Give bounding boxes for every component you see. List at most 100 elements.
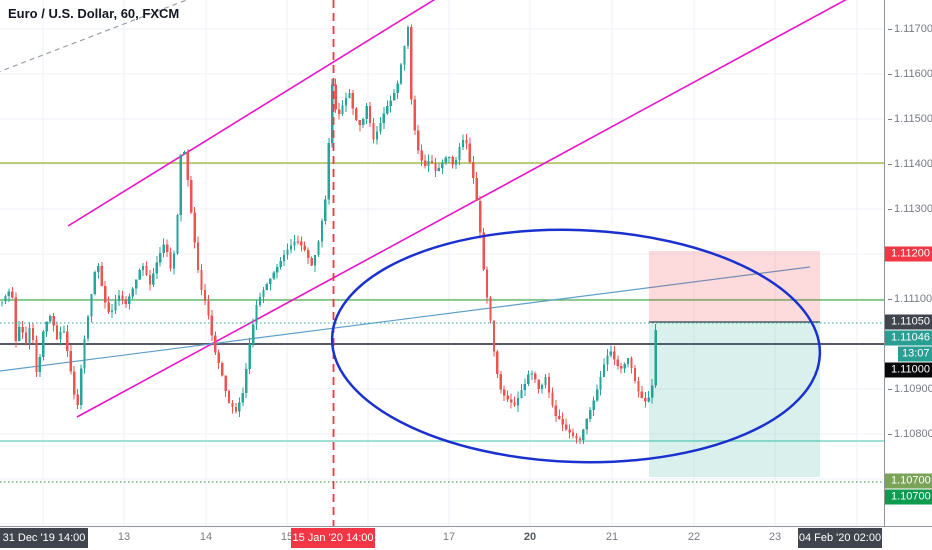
candle-body [296,241,299,243]
candle-body [620,366,623,369]
candle-body [396,83,399,93]
profit-target-label: 1.10700 [885,489,932,505]
candle-body [472,162,475,178]
candle-body [110,310,114,313]
ellipse-annotation [330,228,822,464]
candle-body [437,167,441,171]
candle-body [59,331,62,340]
candle-body [379,123,382,132]
candle-body [155,262,158,274]
candle-body [348,93,351,98]
horizontal-line-label: 1.11000 [885,362,932,378]
time-tick-label: 20 [523,531,537,543]
candle-body [509,399,513,403]
candle-body [141,265,145,270]
price-tick-label: 1.11300 [888,203,932,215]
candle-body [417,130,420,151]
candle-body [145,265,148,276]
candle-body [282,255,286,262]
candle-body [135,279,138,289]
price-tick-label: 1.10800 [888,428,932,440]
bar-countdown-label: 13:07 [898,346,932,362]
price-axis[interactable]: 1.11700 1.11600 1.11500 1.11400 1.11300 1.111… [884,0,932,526]
candle-body [200,270,203,291]
candle-body [148,275,152,285]
candle-body [217,352,220,364]
candle-body [595,389,599,401]
candle-body [534,373,537,380]
candle-body [234,407,238,412]
candle-body [286,249,289,256]
candle-body [565,424,568,430]
candle-body [245,369,248,394]
candle-body [179,154,183,216]
candlestick-chart-svg [0,0,884,526]
tick-mark [888,28,892,30]
candle-body [606,355,609,365]
candle-body [176,215,179,254]
candle-body [73,371,76,395]
candle-body [368,105,372,124]
candle-body [637,381,640,392]
candle-body [420,150,423,161]
price-tick-label: 1.10900 [888,383,932,395]
candle-body [86,316,90,339]
candle-body [630,358,633,368]
candle-body [313,254,317,266]
candle-body [393,92,396,101]
candle-body [224,375,227,391]
symbol-title[interactable]: Euro / U.S. Dollar, 60, FXCM [8,6,180,21]
candle-body [165,244,169,252]
candle-body [317,241,320,255]
candle-body [24,332,28,344]
candle-body [492,320,496,352]
candle-body [358,120,361,126]
candle-body [647,397,650,402]
candle-body [186,151,189,181]
candle-body [482,232,485,270]
candle-body [104,286,107,303]
candle-body [159,253,162,263]
candle-body [269,278,272,285]
candle-body [527,374,530,384]
candle-body [303,245,306,251]
candle-body [468,143,471,163]
price-tick-label: 1.11700 [888,23,932,35]
candle-body [276,266,279,273]
candle-body [334,84,337,110]
price-tick-label: 1.11600 [888,68,932,80]
time-tick-label: 17 [442,531,456,543]
stop-price-label: 1.11200 [885,246,932,262]
candle-body [193,212,196,243]
candle-body [458,146,461,160]
tick-mark [888,163,892,165]
candle-body [93,272,97,295]
candle-body [238,402,241,412]
channel-upper-magenta [67,0,436,227]
candle-body [248,344,251,370]
tick-mark [888,298,892,300]
candle-body [633,367,637,382]
tick-mark [888,388,892,390]
candle-body [413,99,416,131]
candle-body [100,266,103,287]
price-tick-label: 1.11500 [888,113,932,125]
price-tick-label: 1.11100 [888,293,932,305]
candle-body [561,418,564,425]
candle-body [162,244,165,254]
candle-body [107,302,110,313]
candle-body [602,364,606,378]
price-tick-label: 1.11400 [888,158,932,170]
candle-body [231,402,234,408]
candle-body [558,415,561,419]
chart-canvas[interactable] [0,0,884,526]
time-marker-badge: 15 Jan '20 14:00 [291,528,375,548]
candle-body [7,291,11,297]
candle-body [530,373,533,375]
candle-body [172,253,176,269]
candle-body [117,295,121,302]
candle-body [499,373,502,390]
candle-body [448,156,451,158]
time-axis[interactable]: 13 14 15 17 20 21 22 23 31 Dec '19 14:00 15 Jan '… [0,526,932,550]
candle-body [644,398,647,402]
